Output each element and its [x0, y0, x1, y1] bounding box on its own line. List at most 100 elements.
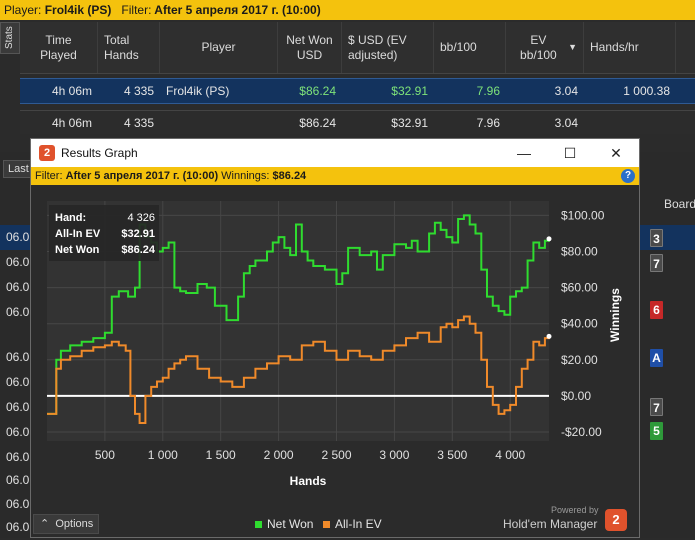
window-title: Results Graph [61, 146, 138, 160]
winnings-value: $86.24 [272, 170, 307, 182]
graph-filter-bar: Filter: After 5 апреля 2017 г. (10:00) W… [31, 167, 639, 185]
tooltip-box [49, 205, 159, 261]
y-tick-label: $0.00 [561, 389, 591, 403]
hand-date: 06.0 [6, 497, 30, 511]
legend-label: All-In EV [335, 517, 382, 531]
col-hands-hr[interactable]: Hands/hr [584, 22, 676, 73]
x-tick-label: 500 [95, 448, 115, 462]
sort-desc-icon: ▼ [568, 42, 577, 52]
list-item[interactable]: 06.0 [0, 370, 695, 395]
board-column-header[interactable]: Board [664, 197, 695, 211]
tooltip-value: $32.91 [121, 228, 155, 240]
cell-player: Frol4ik (PS) [166, 84, 230, 98]
cell-bb100: 7.96 [476, 84, 500, 98]
minimize-button[interactable]: — [517, 145, 531, 161]
y-tick-label: -$20.00 [561, 425, 602, 439]
grid-header: Time Played Total Hands Player Net Won U… [20, 22, 695, 74]
window-titlebar[interactable]: 2 Results Graph — ☐ ✕ [31, 139, 639, 167]
hand-date: 06.0 [6, 400, 30, 414]
list-item[interactable]: 06.0 [0, 300, 695, 325]
table-row[interactable]: 4h 06m 4 335 Frol4ik (PS) $86.24 $32.91 … [20, 78, 695, 104]
list-item[interactable]: 06.0 [0, 445, 695, 470]
legend-label: Net Won [267, 517, 314, 531]
tooltip-label: All-In EV [55, 228, 101, 240]
tooltip-label: Hand: [55, 212, 86, 224]
y-tick-label: $60.00 [561, 281, 598, 295]
summary-time: 4h 06m [51, 116, 92, 130]
stats-grid: Time Played Total Hands Player Net Won U… [20, 22, 695, 104]
hand-date: 06.0 [6, 375, 30, 389]
close-button[interactable]: ✕ [610, 145, 622, 161]
series-end-point [546, 333, 552, 339]
tooltip-label: Net Won [55, 244, 100, 256]
winnings-label: Winnings: [221, 170, 270, 182]
card: 3 [650, 229, 663, 247]
legend-net-won: Net Won [255, 517, 313, 531]
hm2-logo-icon: 2 [39, 145, 55, 161]
hand-date: 06.0 [6, 350, 30, 364]
col-time-played[interactable]: Time Played [20, 22, 98, 73]
x-tick-label: 3 000 [379, 448, 409, 462]
summary-net-won: $86.24 [299, 116, 336, 130]
list-item[interactable]: 06.0 [0, 492, 695, 517]
x-tick-label: 4 000 [495, 448, 525, 462]
card: 6 [650, 301, 663, 319]
cell-hands: 4 335 [123, 84, 154, 98]
col-ev-adjusted[interactable]: $ USD (EV adjusted) [342, 22, 434, 73]
list-item[interactable]: 06.0 [0, 515, 695, 540]
hand-date: 06.0 [6, 425, 30, 439]
series-all-in-ev-line [47, 315, 550, 424]
col-net-won[interactable]: Net Won USD [278, 22, 342, 73]
brand-name: Hold'em Manager [503, 517, 598, 531]
list-item[interactable]: 06.0 [0, 345, 695, 370]
summary-bb100: 7.96 [476, 116, 500, 130]
summary-ev-adjusted: $32.91 [391, 116, 428, 130]
y-axis-label: Winnings [608, 288, 622, 342]
player-label: Player: [4, 3, 42, 17]
hand-date: 06.0 [6, 473, 30, 487]
list-item[interactable]: 06.0 [0, 395, 695, 420]
help-icon[interactable]: ? [621, 169, 635, 183]
legend-all-in-ev: All-In EV [323, 517, 382, 531]
y-tick-label: $100.00 [561, 208, 605, 222]
player-name: Frol4ik (PS) [44, 3, 112, 17]
list-item[interactable]: 06.0 [0, 420, 695, 445]
col-bb100[interactable]: bb/100 [434, 22, 506, 73]
cell-time: 4h 06m [51, 84, 92, 98]
hand-date: 06.0 [6, 255, 30, 269]
x-tick-label: 3 500 [437, 448, 467, 462]
summary-row: 4h 06m 4 335 $86.24 $32.91 7.96 3.04 [20, 110, 695, 134]
x-tick-label: 1 000 [148, 448, 178, 462]
hand-date: 06.0 [6, 450, 30, 464]
list-item[interactable]: 06.0 [0, 250, 695, 275]
list-item[interactable]: 06.0 [0, 468, 695, 493]
col-total-hands[interactable]: Total Hands [98, 22, 160, 73]
stats-tab[interactable]: Stats [0, 22, 20, 54]
card: 5 [650, 422, 663, 440]
legend-swatch [255, 521, 262, 528]
list-item[interactable]: 06.0 [0, 275, 695, 300]
results-graph-window: 2 Results Graph — ☐ ✕ Filter: After 5 ап… [30, 138, 640, 538]
powered-by-text: Powered by [551, 505, 599, 515]
graph-filter-label: Filter: [35, 170, 63, 182]
card: A [650, 349, 663, 367]
filter-value: After 5 апреля 2017 г. (10:00) [154, 3, 321, 17]
card: 7 [650, 398, 663, 416]
legend-swatch [323, 521, 330, 528]
x-tick-label: 1 500 [206, 448, 236, 462]
card: 7 [650, 254, 663, 272]
graph-filter-value: After 5 апреля 2017 г. (10:00) [65, 170, 219, 182]
col-player[interactable]: Player [160, 22, 278, 73]
x-tick-label: 2 500 [321, 448, 351, 462]
graph-bottom-bar: ⌃ Options Net Won All-In EV Powered by H… [31, 505, 639, 537]
options-button[interactable]: ⌃ Options [33, 514, 99, 534]
y-tick-label: $40.00 [561, 317, 598, 331]
chevron-up-icon: ⌃ [40, 518, 50, 530]
hand-date: 06.0 [6, 305, 30, 319]
filter-label: Filter: [121, 3, 152, 17]
col-ev-bb100[interactable]: EV bb/100 ▼ [506, 22, 584, 73]
x-tick-label: 2 000 [264, 448, 294, 462]
col-ev-bb100-label: EV bb/100 [520, 32, 557, 62]
cell-net-won: $86.24 [299, 84, 336, 98]
maximize-button[interactable]: ☐ [563, 145, 577, 161]
